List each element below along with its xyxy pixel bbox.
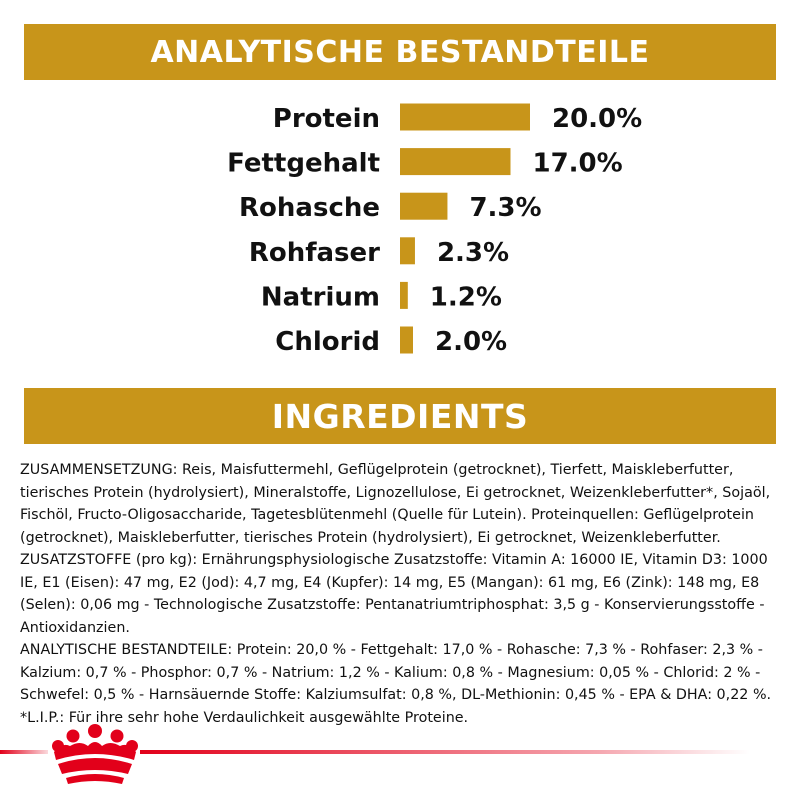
- value-label: 7.3%: [469, 193, 541, 223]
- ingredients-additives: ZUSATZSTOFFE (pro kg): Ernährungsphysiol…: [20, 552, 768, 636]
- value-label: 17.0%: [533, 149, 623, 179]
- bar: [400, 237, 415, 265]
- bar: [400, 192, 448, 220]
- bar: [400, 281, 408, 309]
- ingredients-analytics: ANALYTISCHE BESTANDTEILE: Protein: 20,0 …: [20, 642, 772, 703]
- category-label: Rohfaser: [249, 238, 380, 268]
- category-label: Natrium: [261, 282, 380, 312]
- category-label: Chlorid: [275, 327, 380, 357]
- category-label: Fettgehalt: [227, 149, 380, 179]
- bar: [400, 148, 511, 176]
- category-label: Protein: [273, 104, 380, 134]
- footer-red-line: [0, 750, 750, 754]
- nutrient-bar-chart: Protein 20.0% Fettgehalt 17.0% Rohasche 7.3% R…: [227, 103, 642, 357]
- value-label: 2.3%: [437, 238, 509, 268]
- analytics-banner: ANALYTISCHE BESTANDTEILE: [24, 24, 776, 80]
- ingredients-lip-note: *L.I.P.: Für ihre sehr hohe Verdaulichke…: [20, 709, 469, 726]
- value-label: 20.0%: [552, 104, 642, 134]
- bar: [400, 103, 530, 131]
- bar: [400, 326, 413, 354]
- value-label: 1.2%: [430, 282, 502, 312]
- ingredients-banner: INGREDIENTS: [24, 388, 776, 444]
- ingredients-composition: ZUSAMMENSETZUNG: Reis, Maisfuttermehl, G…: [20, 462, 771, 546]
- ingredients-text: ZUSAMMENSETZUNG: Reis, Maisfuttermehl, G…: [20, 459, 782, 729]
- ingredients-banner-title: INGREDIENTS: [271, 396, 529, 436]
- value-label: 2.0%: [435, 327, 507, 357]
- category-label: Rohasche: [239, 193, 380, 223]
- crown-icon: [52, 724, 138, 784]
- analytics-banner-title: ANALYTISCHE BESTANDTEILE: [150, 34, 650, 70]
